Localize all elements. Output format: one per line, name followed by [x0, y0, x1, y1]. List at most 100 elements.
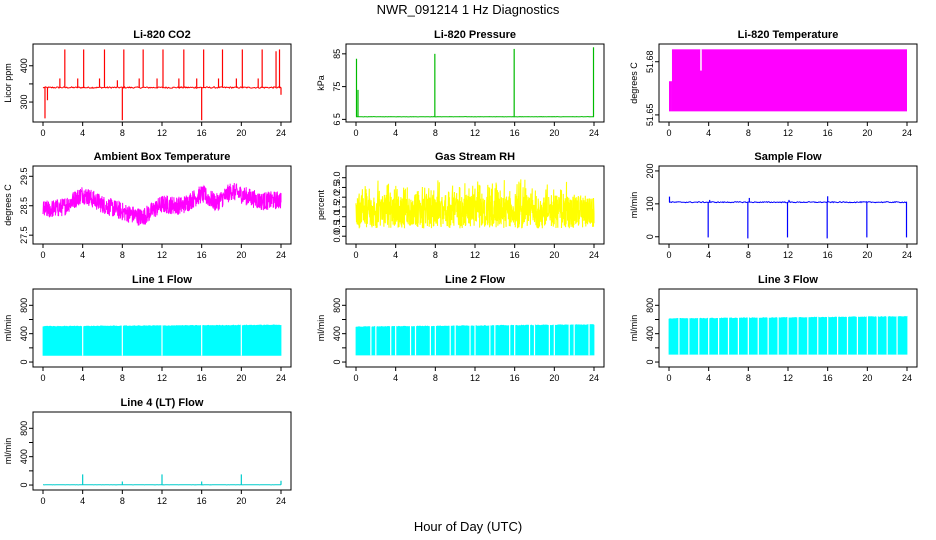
chart-panel: Li-820 CO2 0 4 8 12 16 20 24 300 400 Licor ppm: [3, 29, 292, 138]
y-axis-label: ml/min: [629, 315, 639, 342]
x-tick-label: 8: [746, 373, 751, 383]
series-band: [669, 81, 672, 112]
y-tick-label: 800: [645, 298, 655, 313]
x-tick-label: 0: [353, 128, 358, 138]
x-tick-label: 24: [589, 128, 599, 138]
chart-panel: Li-820 Pressure 0 4 8 12 16 20 24 6 5 75 85 kPa: [316, 29, 605, 138]
x-tick-label: 16: [823, 128, 833, 138]
x-tick-label: 16: [197, 496, 207, 506]
x-tick-label: 12: [157, 496, 167, 506]
y-axis-label: degrees C: [3, 184, 13, 226]
x-tick-label: 12: [783, 250, 793, 260]
chart-panel: Li-820 Temperature 0 4 8 12 16 20 24 51.65 51.68 d…: [629, 29, 918, 138]
x-tick-label: 24: [902, 128, 912, 138]
x-tick-label: 0: [666, 373, 671, 383]
y-tick-label: 300: [19, 95, 29, 110]
panel-title: Sample Flow: [754, 151, 822, 163]
y-tick-label: 1.0: [332, 210, 342, 223]
x-tick-label: 0: [40, 496, 45, 506]
y-tick-label: 0.5: [332, 220, 342, 233]
y-axis-label: kPa: [316, 75, 326, 91]
x-tick-label: 0: [40, 128, 45, 138]
x-tick-label: 4: [706, 373, 711, 383]
series: [668, 196, 908, 239]
x-tick-label: 24: [902, 373, 912, 383]
x-tick-label: 24: [276, 128, 286, 138]
x-tick-label: 20: [862, 373, 872, 383]
x-tick-label: 8: [120, 496, 125, 506]
y-tick-label: 0: [19, 360, 29, 365]
x-tick-label: 0: [40, 373, 45, 383]
y-tick-label: 29.5: [19, 168, 29, 186]
x-tick-label: 8: [433, 250, 438, 260]
chart-panel: Sample Flow 0 4 8 12 16 20 24 0 100 200 ml/min: [629, 151, 918, 260]
y-tick-label: 800: [19, 421, 29, 436]
x-tick-label: 20: [862, 128, 872, 138]
y-tick-label: 400: [19, 58, 29, 73]
x-tick-label: 24: [589, 373, 599, 383]
x-tick-label: 12: [157, 250, 167, 260]
panel-title: Li-820 Pressure: [434, 29, 516, 41]
x-tick-label: 24: [276, 496, 286, 506]
chart-panel: Gas Stream RH 0 4 8 12 16 20 24 0.00.51.01.52.02…: [316, 151, 605, 260]
plot-frame: [32, 43, 292, 123]
y-axis-label: Licor ppm: [3, 63, 13, 103]
y-tick-label: 400: [19, 326, 29, 341]
x-tick-label: 16: [510, 373, 520, 383]
panel-title: Line 4 (LT) Flow: [121, 397, 204, 409]
y-tick-label: 400: [332, 326, 342, 341]
x-tick-label: 16: [823, 373, 833, 383]
x-tick-label: 4: [393, 373, 398, 383]
x-tick-label: 16: [510, 250, 520, 260]
y-tick-label: 800: [19, 298, 29, 313]
x-tick-label: 8: [120, 250, 125, 260]
y-axis-label: degrees C: [629, 62, 639, 104]
y-tick-label: 6 5: [332, 113, 342, 126]
x-tick-label: 12: [783, 128, 793, 138]
x-tick-label: 0: [353, 250, 358, 260]
y-axis-label: ml/min: [316, 315, 326, 342]
y-tick-label: 200: [645, 163, 655, 178]
y-axis-label: percent: [316, 189, 326, 220]
x-tick-label: 12: [470, 128, 480, 138]
chart-panel: Ambient Box Temperature 0 4 8 12 16 20 24 27.5 28…: [3, 151, 292, 260]
x-tick-label: 20: [236, 373, 246, 383]
y-tick-label: 2.0: [332, 191, 342, 204]
y-axis-label: ml/min: [629, 192, 639, 219]
y-tick-label: 800: [332, 298, 342, 313]
series: [668, 315, 908, 355]
panel-title: Line 3 Flow: [758, 274, 818, 286]
y-tick-label: 400: [19, 449, 29, 464]
y-tick-label: 0.0: [332, 230, 342, 243]
x-tick-label: 4: [80, 496, 85, 506]
x-tick-label: 24: [276, 250, 286, 260]
x-tick-label: 0: [353, 373, 358, 383]
y-tick-label: 0: [19, 483, 29, 488]
x-tick-label: 12: [470, 250, 480, 260]
panel-title: Line 1 Flow: [132, 274, 192, 286]
x-tick-label: 20: [862, 250, 872, 260]
y-tick-label: 0: [645, 234, 655, 239]
series: [355, 179, 595, 229]
x-tick-label: 4: [80, 373, 85, 383]
series-band: [671, 49, 907, 112]
series-line: [355, 179, 595, 229]
x-tick-label: 4: [706, 128, 711, 138]
y-tick-label: 3.0: [332, 171, 342, 184]
series: [43, 474, 282, 486]
x-tick-label: 20: [236, 250, 246, 260]
x-tick-label: 20: [236, 128, 246, 138]
y-tick-label: 100: [645, 196, 655, 211]
y-tick-label: 51.65: [645, 104, 655, 127]
x-tick-label: 0: [40, 250, 45, 260]
x-tick-label: 12: [783, 373, 793, 383]
y-tick-label: 27.5: [19, 226, 29, 244]
x-tick-label: 12: [157, 373, 167, 383]
x-tick-label: 20: [549, 373, 559, 383]
x-tick-label: 16: [197, 373, 207, 383]
x-tick-label: 24: [589, 250, 599, 260]
series: [669, 49, 907, 112]
series: [355, 323, 595, 356]
